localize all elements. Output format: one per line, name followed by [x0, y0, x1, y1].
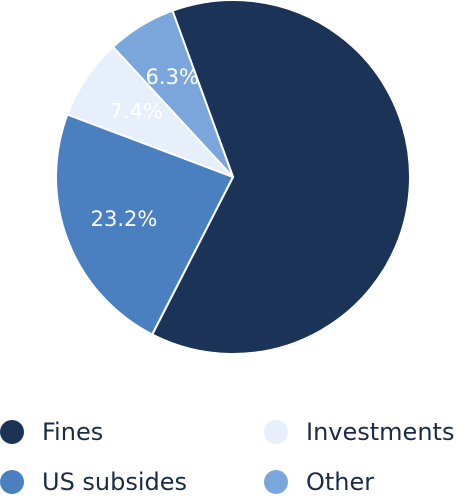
legend-swatch-fines: [0, 420, 24, 444]
legend-label-other: Other: [306, 468, 375, 496]
legend-item-fines: Fines: [0, 417, 103, 447]
legend-label-investments: Investments: [306, 418, 455, 446]
pie-label-other: 6.3%: [146, 65, 199, 89]
legend-item-other: Other: [264, 467, 374, 497]
legend: Fines Investments US subsides Other: [0, 410, 464, 497]
pie-slice-other: [111, 9, 234, 178]
legend-swatch-investments: [264, 420, 288, 444]
pie-slice-us-subsides: [55, 113, 235, 336]
pie-label-investments: 7.4%: [109, 100, 162, 124]
pie-slice-fines: [150, 0, 411, 355]
legend-label-us-subsides: US subsides: [42, 468, 188, 496]
legend-item-investments: Investments: [264, 417, 454, 447]
legend-label-fines: Fines: [42, 418, 104, 446]
pie-chart: 23.2% 7.4% 6.3%: [55, 0, 411, 355]
pie-label-us-subsides: 23.2%: [91, 207, 158, 231]
legend-swatch-other: [264, 470, 288, 494]
legend-item-us-subsides: US subsides: [0, 467, 187, 497]
legend-swatch-us-subsides: [0, 470, 24, 494]
